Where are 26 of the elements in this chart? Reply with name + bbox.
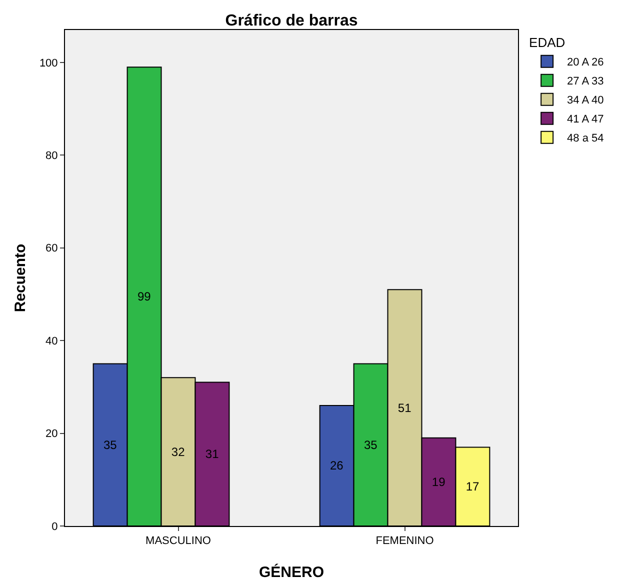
y-tick-label: 20 xyxy=(46,428,58,440)
y-tick-label: 100 xyxy=(39,57,58,70)
data-label: 26 xyxy=(330,458,344,473)
legend-label: 27 A 33 xyxy=(567,76,604,88)
x-axis-title: GÉNERO xyxy=(258,563,324,581)
y-tick-label: 80 xyxy=(46,150,58,162)
data-label: 19 xyxy=(432,474,446,489)
x-tick-label: FEMENINO xyxy=(376,535,434,548)
legend-label: 48 a 54 xyxy=(567,132,604,145)
chart-title: Gráfico de barras xyxy=(225,12,358,30)
data-label: 31 xyxy=(205,447,220,462)
data-label: 17 xyxy=(466,480,480,494)
y-tick-label: 0 xyxy=(52,520,58,533)
data-label: 32 xyxy=(171,444,186,459)
legend-title: EDAD xyxy=(529,34,566,50)
legend-label: 34 A 40 xyxy=(567,94,604,107)
legend-label: 20 A 26 xyxy=(567,56,604,69)
y-tick-label: 60 xyxy=(46,242,58,255)
data-label: 35 xyxy=(103,438,118,452)
y-axis-title: Recuento xyxy=(12,244,29,312)
data-label: 35 xyxy=(364,438,378,452)
y-tick-label: 40 xyxy=(46,335,58,348)
data-label: 51 xyxy=(398,400,412,415)
x-tick-label: MASCULINO xyxy=(146,535,212,548)
legend-label: 41 A 47 xyxy=(567,114,604,126)
data-label: 99 xyxy=(137,290,152,304)
